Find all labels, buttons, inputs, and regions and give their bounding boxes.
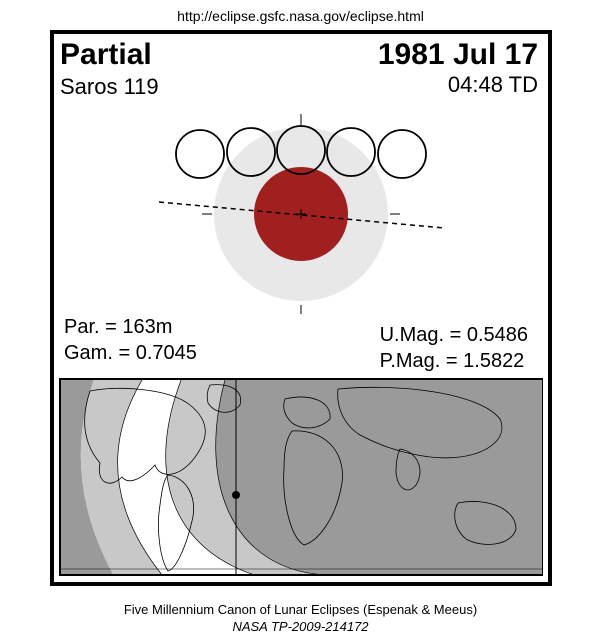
param-gamma: Gam. = 0.7045 [64, 340, 197, 366]
header-block: Partial Saros 119 1981 Jul 17 04:48 TD [60, 38, 542, 100]
publication-id: NASA TP-2009-214172 [0, 619, 601, 634]
credit-line: Five Millennium Canon of Lunar Eclipses … [0, 602, 601, 617]
eclipse-figure-frame: Partial Saros 119 1981 Jul 17 04:48 TD P… [50, 30, 552, 586]
eclipse-date: 1981 Jul 17 [378, 38, 538, 72]
visibility-world-map [59, 378, 543, 576]
figure-credit: Five Millennium Canon of Lunar Eclipses … [0, 602, 601, 634]
param-partial-duration: Par. = 163m [64, 314, 197, 340]
shadow-geometry-diagram [54, 104, 548, 314]
eclipse-time-td: 04:48 TD [448, 72, 538, 98]
source-url: http://eclipse.gsfc.nasa.gov/eclipse.htm… [0, 0, 601, 24]
param-penumbral-magnitude: P.Mag. = 1.5822 [380, 348, 528, 374]
param-umbral-magnitude: U.Mag. = 0.5486 [380, 322, 528, 348]
